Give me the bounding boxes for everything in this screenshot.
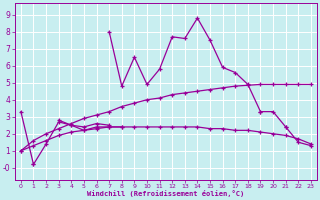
X-axis label: Windchill (Refroidissement éolien,°C): Windchill (Refroidissement éolien,°C) bbox=[87, 190, 244, 197]
